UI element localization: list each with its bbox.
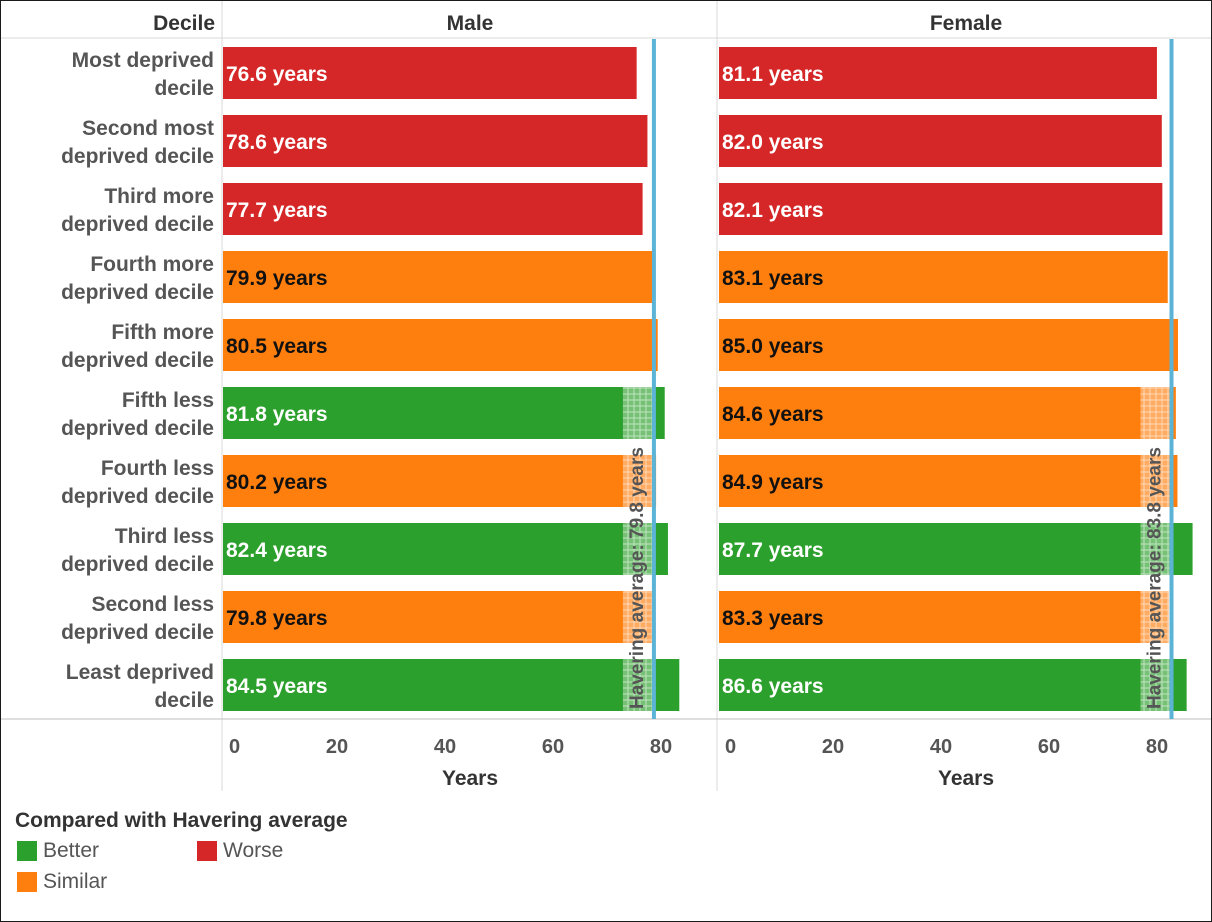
bar-label-male-9: 84.5 years <box>226 675 328 698</box>
bar-female-0 <box>719 47 1157 99</box>
bar-label-female-3: 83.1 years <box>722 267 824 290</box>
x-tick-female-40: 40 <box>930 736 952 758</box>
legend-label-worse: Worse <box>223 839 284 862</box>
legend-label-better: Better <box>43 839 100 862</box>
bar-label-male-3: 79.9 years <box>226 267 328 290</box>
row-label-line2: decile <box>154 689 214 712</box>
row-label-line1: Fourth more <box>90 253 214 276</box>
x-tick-female-60: 60 <box>1038 736 1060 758</box>
legend-label-similar: Similar <box>43 870 108 893</box>
row-label-line1: Most deprived <box>72 49 214 72</box>
row-label-line2: deprived decile <box>61 145 214 168</box>
bar-male-5 <box>223 387 665 439</box>
bar-female-1 <box>719 115 1162 167</box>
bar-male-4 <box>223 319 658 371</box>
bar-male-3 <box>223 251 655 303</box>
bar-male-1 <box>223 115 648 167</box>
legend-swatch-similar <box>17 872 37 892</box>
x-tick-male-60: 60 <box>542 736 564 758</box>
life-expectancy-chart: Decile Most deprived decile Second most depr… <box>1 1 1211 791</box>
x-tick-female-20: 20 <box>822 736 844 758</box>
bar-label-female-9: 86.6 years <box>722 675 824 698</box>
row-label-line1: Least deprived <box>66 661 214 684</box>
legend: Compared with Havering average Better Wo… <box>15 809 348 893</box>
bar-female-7 <box>719 523 1193 575</box>
average-label-female: Havering average: 83.8 years <box>1145 447 1166 709</box>
row-label-line2: deprived decile <box>61 621 214 644</box>
bar-male-6 <box>223 455 657 507</box>
legend-swatch-better <box>17 841 37 861</box>
x-tick-male-20: 20 <box>326 736 348 758</box>
x-axis-title-female: Years <box>938 767 994 790</box>
legend-item-worse: Worse <box>197 839 283 863</box>
x-axis-title-male: Years <box>442 767 498 790</box>
row-label-line1: Third less <box>115 525 214 548</box>
bar-label-female-4: 85.0 years <box>722 335 824 358</box>
bar-label-female-6: 84.9 years <box>722 471 824 494</box>
bar-label-male-0: 76.6 years <box>226 63 328 86</box>
row-header: Decile <box>153 12 215 35</box>
legend-item-similar: Similar <box>17 870 107 894</box>
row-label-line2: deprived decile <box>61 213 214 236</box>
legend-item-better: Better <box>17 839 99 863</box>
average-label-male: Havering average: 79.8 years <box>627 447 648 709</box>
bar-male-9 <box>223 659 680 711</box>
row-label-line1: Fifth more <box>111 321 214 344</box>
bar-male-8 <box>223 591 654 643</box>
bar-label-male-2: 77.7 years <box>226 199 328 222</box>
bar-label-female-5: 84.6 years <box>722 403 824 426</box>
row-label-line2: deprived decile <box>61 281 214 304</box>
bar-female-5 <box>719 387 1176 439</box>
bar-female-6 <box>719 455 1178 507</box>
row-label-line1: Fourth less <box>101 457 214 480</box>
legend-swatch-worse <box>197 841 217 861</box>
bar-female-3 <box>719 251 1168 303</box>
row-label-line1: Second less <box>91 593 214 616</box>
row-label-line1: Second most <box>82 117 214 140</box>
bar-female-2 <box>719 183 1163 235</box>
legend-title: Compared with Havering average <box>15 809 348 832</box>
row-label-line2: decile <box>154 77 214 100</box>
bar-label-male-1: 78.6 years <box>226 131 328 154</box>
bar-male-0 <box>223 47 637 99</box>
row-label-line2: deprived decile <box>61 485 214 508</box>
row-label-line2: deprived decile <box>61 349 214 372</box>
bar-label-female-1: 82.0 years <box>722 131 824 154</box>
bar-label-male-4: 80.5 years <box>226 335 328 358</box>
x-tick-male-0: 0 <box>229 736 240 758</box>
row-label-line1: Third more <box>104 185 214 208</box>
average-band-male <box>622 387 654 711</box>
panel-title-male: Male <box>447 12 494 35</box>
row-label-line2: deprived decile <box>61 553 214 576</box>
bar-label-female-7: 87.7 years <box>722 539 824 562</box>
bar-label-female-0: 81.1 years <box>722 63 824 86</box>
bar-male-2 <box>223 183 643 235</box>
x-tick-male-80: 80 <box>650 736 672 758</box>
average-band-female <box>1140 387 1172 711</box>
bar-female-9 <box>719 659 1187 711</box>
x-tick-female-0: 0 <box>725 736 736 758</box>
x-tick-male-40: 40 <box>434 736 456 758</box>
bar-label-female-8: 83.3 years <box>722 607 824 630</box>
row-label-line2: deprived decile <box>61 417 214 440</box>
bar-label-male-7: 82.4 years <box>226 539 328 562</box>
x-tick-female-80: 80 <box>1146 736 1168 758</box>
bar-label-male-8: 79.8 years <box>226 607 328 630</box>
row-label-line1: Fifth less <box>122 389 214 412</box>
bar-label-male-6: 80.2 years <box>226 471 328 494</box>
bar-label-female-2: 82.1 years <box>722 199 824 222</box>
bar-female-4 <box>719 319 1178 371</box>
bar-male-7 <box>223 523 668 575</box>
bar-female-8 <box>719 591 1169 643</box>
panel-title-female: Female <box>930 12 1002 35</box>
bar-label-male-5: 81.8 years <box>226 403 328 426</box>
